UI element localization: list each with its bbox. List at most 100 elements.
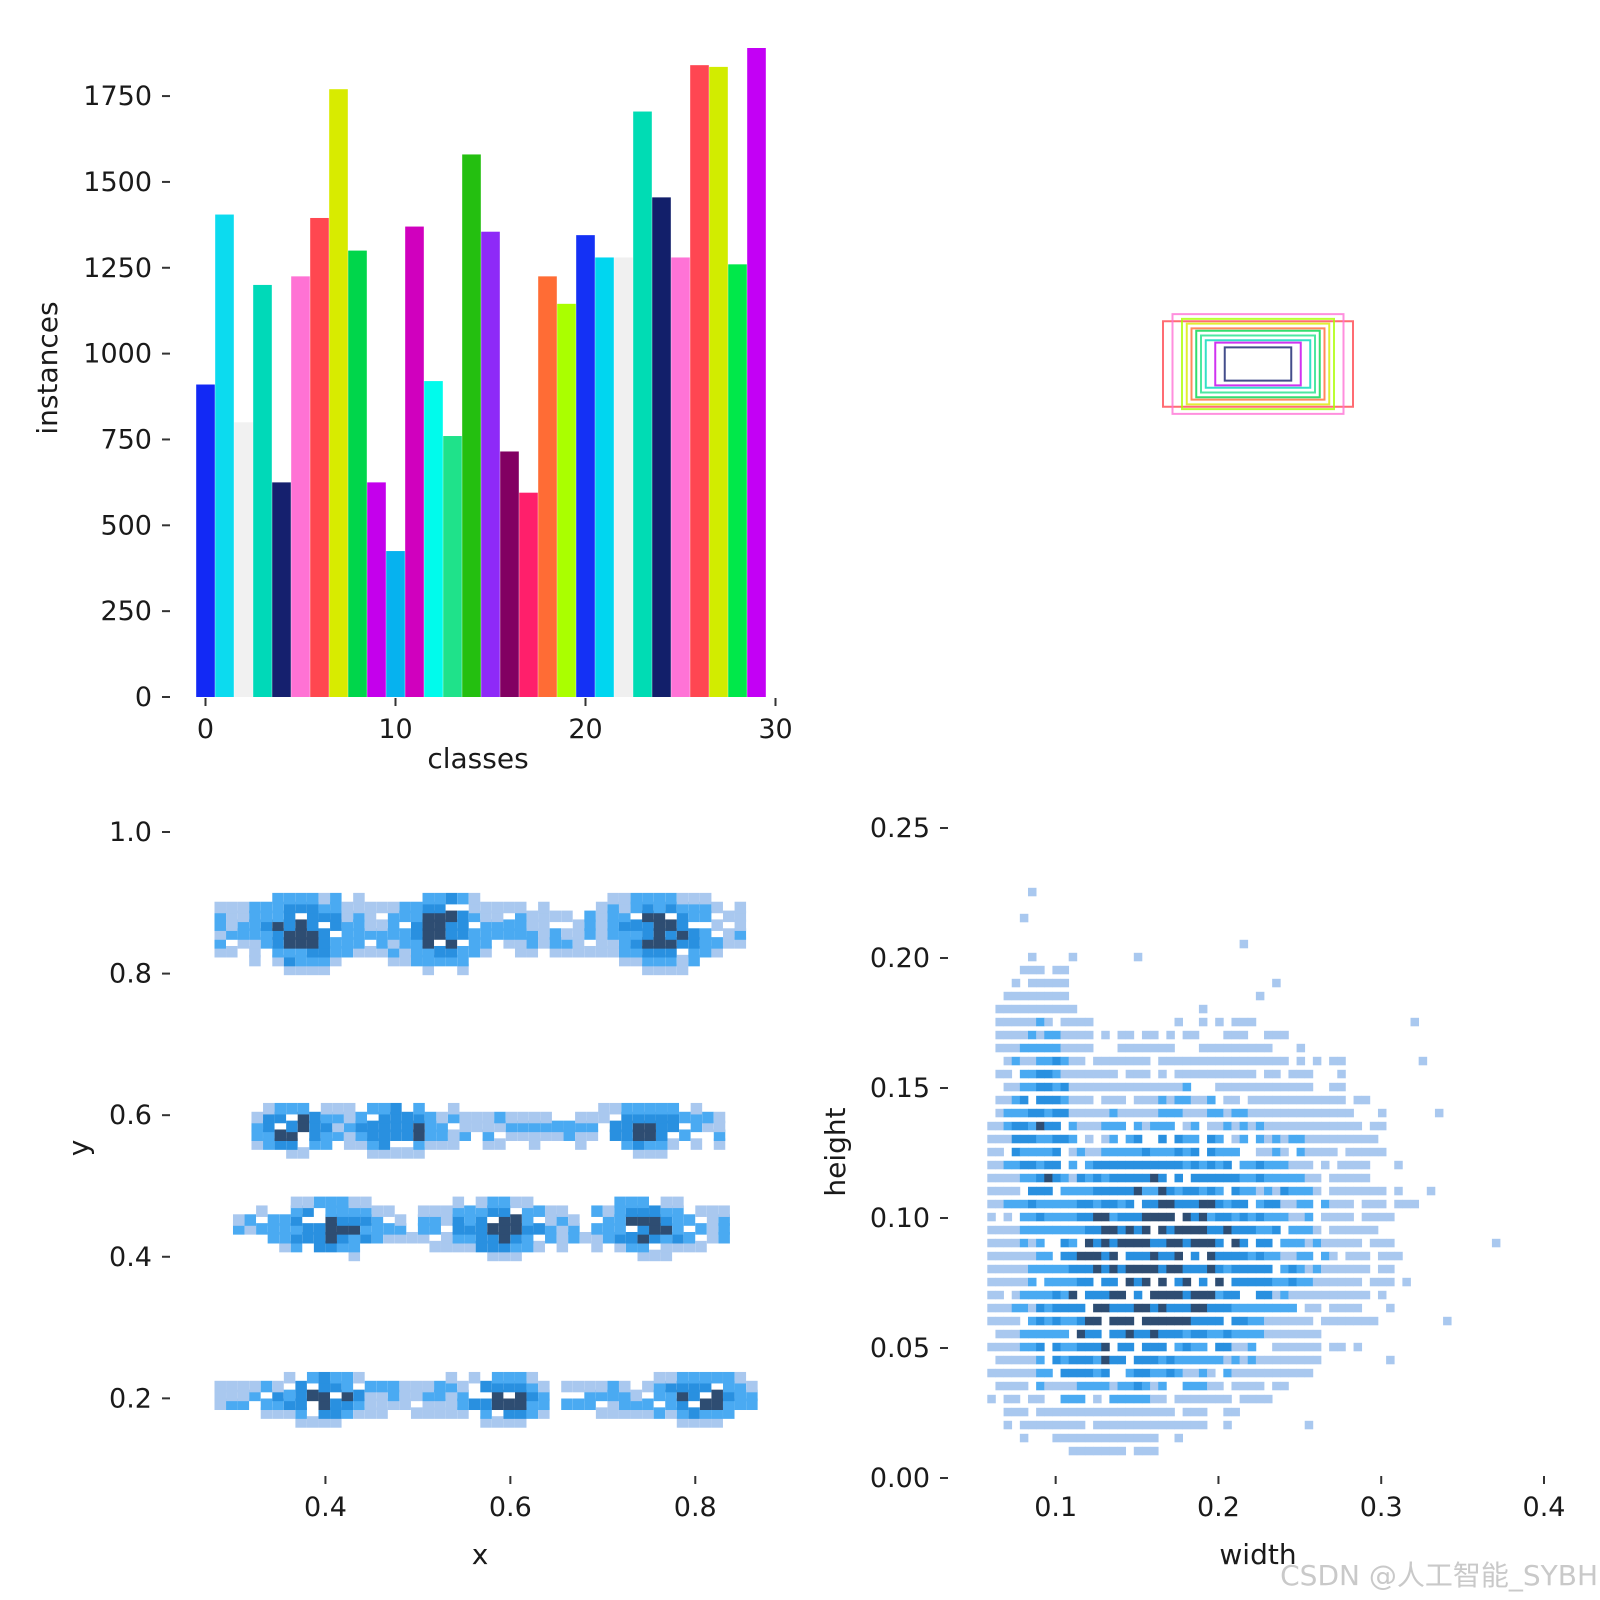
heatmap-cell: [503, 1416, 515, 1428]
heatmap-cell: [1288, 1160, 1297, 1170]
heatmap-cell: [1150, 1381, 1159, 1391]
heatmap-cell: [1166, 1056, 1175, 1066]
heatmap-cell: [702, 1111, 714, 1124]
heatmap-cell: [1190, 1355, 1200, 1365]
heatmap-cell: [672, 1223, 684, 1235]
heatmap-cell: [1125, 1108, 1135, 1118]
heatmap-cell: [1426, 1186, 1436, 1196]
heatmap-cell: [1264, 1186, 1273, 1196]
heatmap-cell: [1215, 1316, 1224, 1326]
heatmap-cell: [1337, 1108, 1346, 1118]
heatmap-cell: [226, 1398, 238, 1411]
heatmap-cell: [1198, 1069, 1208, 1079]
heatmap-cell: [394, 1223, 407, 1235]
heatmap-cell: [649, 1205, 661, 1217]
heatmap-cell: [625, 1231, 638, 1244]
heatmap-cell: [591, 1205, 603, 1217]
heatmap-cell: [1182, 1095, 1192, 1105]
heatmap-cell: [1158, 1173, 1167, 1183]
heatmap-cell: [1174, 1238, 1183, 1248]
heatmap-cell: [1027, 1199, 1037, 1209]
heatmap-cell: [1052, 1069, 1061, 1079]
heatmap-cell: [1272, 1368, 1281, 1378]
heatmap-cell: [1011, 1095, 1021, 1105]
heatmap-cell: [1019, 991, 1029, 1001]
heatmap-cell: [1190, 1199, 1200, 1209]
heatmap-cell: [1036, 1030, 1045, 1040]
heatmap-cell: [1198, 1173, 1208, 1183]
heatmap-cell: [995, 1160, 1004, 1170]
heatmap-cell: [1044, 1069, 1053, 1079]
heatmap-cell: [653, 1371, 666, 1384]
heatmap-cell: [649, 1231, 661, 1244]
heatmap-cell: [1329, 1212, 1338, 1222]
heatmap-cell: [1101, 1303, 1110, 1313]
heatmap-cell: [1044, 1368, 1053, 1378]
heatmap-cell: [1150, 1212, 1159, 1222]
heatmap-cell: [445, 937, 458, 949]
heatmap-cell: [1027, 1069, 1037, 1079]
heatmap-cell: [1003, 1316, 1013, 1326]
heatmap-cell: [424, 1111, 437, 1124]
heatmap-cell: [1125, 1394, 1135, 1404]
heatmap-cell: [1158, 1290, 1167, 1300]
heatmap-cell: [1312, 1290, 1322, 1300]
heatmap-cell: [1272, 1199, 1281, 1209]
heatmap-cell: [1003, 1082, 1013, 1092]
heatmap-cell: [995, 1043, 1004, 1053]
heatmap-cell: [1117, 1420, 1127, 1430]
heatmap-cell: [514, 1380, 527, 1393]
heatmap-cell: [1036, 1290, 1045, 1300]
heatmap-cell: [1272, 1277, 1281, 1287]
heatmap-cell: [1280, 1095, 1289, 1105]
heatmap-cell: [602, 1231, 615, 1244]
heatmap-cell: [1337, 1199, 1346, 1209]
heatmap-cell: [688, 937, 700, 949]
heatmap-cell: [1003, 1004, 1013, 1014]
heatmap-cell: [318, 945, 331, 958]
heatmap-cell: [1060, 1212, 1070, 1222]
heatmap-cell: [690, 1138, 703, 1150]
bar: [747, 48, 766, 697]
heatmap-cell: [987, 1147, 996, 1157]
heatmap-cell: [1255, 1043, 1265, 1053]
heatmap-cell: [1174, 1433, 1183, 1443]
heatmap-cell: [1296, 1251, 1306, 1261]
heatmap-cell: [1133, 1420, 1143, 1430]
x-tick-label: 0.4: [1523, 1492, 1566, 1523]
heatmap-cell: [1109, 1329, 1118, 1339]
heatmap-cell: [665, 928, 677, 940]
heatmap-cell: [1011, 1381, 1021, 1391]
heatmap-cell: [1353, 1264, 1363, 1274]
heatmap-cell: [1329, 1199, 1338, 1209]
heatmap-cell: [1036, 1173, 1045, 1183]
heatmap-cell: [995, 1355, 1004, 1365]
heatmap-cell: [995, 1017, 1004, 1027]
heatmap-cell: [1052, 1290, 1061, 1300]
heatmap-cell: [676, 1371, 689, 1384]
heatmap-cell: [1215, 1329, 1224, 1339]
heatmap-cell: [1174, 1147, 1183, 1157]
heatmap-cell: [286, 1147, 298, 1159]
heatmap-cell: [609, 1102, 622, 1115]
heatmap-cell: [1443, 1316, 1452, 1326]
heatmap-cell: [1027, 1342, 1037, 1352]
heatmap-cell: [1133, 1238, 1143, 1248]
heatmap-cell: [226, 919, 238, 931]
heatmap-cell: [367, 1120, 379, 1133]
heatmap-cell: [1296, 1199, 1306, 1209]
heatmap-cell: [699, 1398, 712, 1411]
heatmap-cell: [480, 1407, 492, 1419]
heatmap-cell: [1296, 1212, 1306, 1222]
heatmap-cell: [551, 1129, 564, 1141]
heatmap-cell: [621, 1102, 633, 1115]
heatmap-cell: [1003, 1277, 1013, 1287]
heatmap-cell: [1231, 1381, 1240, 1391]
heatmap-cell: [1036, 1199, 1045, 1209]
heatmap-cell: [302, 1205, 314, 1217]
heatmap-cell: [1174, 1108, 1183, 1118]
heatmap-cell: [1141, 1212, 1151, 1222]
heatmap-cell: [1019, 1433, 1029, 1443]
heatmap-cell: [1369, 1121, 1379, 1131]
heatmap-cell: [1182, 1342, 1192, 1352]
